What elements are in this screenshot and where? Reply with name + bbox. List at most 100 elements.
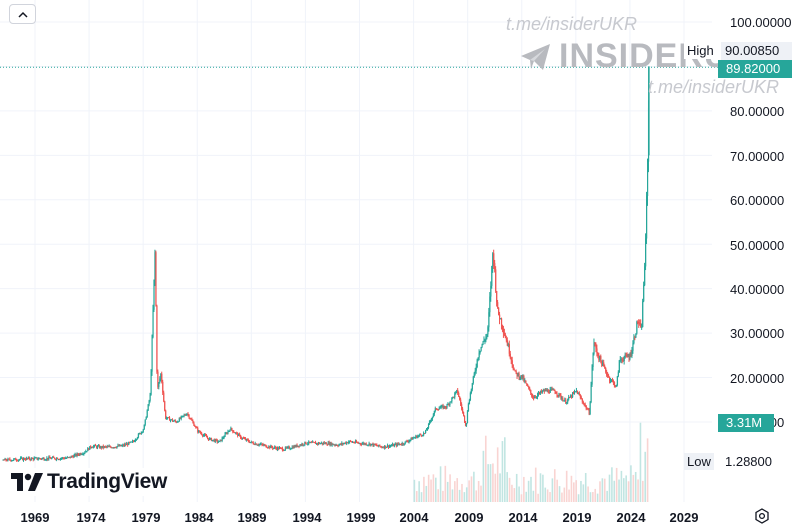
volume-bar	[630, 465, 632, 502]
candle-body	[91, 447, 93, 449]
candle-body	[553, 389, 555, 391]
candle-body	[80, 453, 82, 455]
candle-body	[347, 442, 349, 444]
candle-body	[451, 397, 453, 402]
candle-body	[545, 389, 547, 392]
candle-body	[388, 445, 390, 448]
candle-body	[495, 269, 497, 291]
candle-body	[259, 444, 261, 446]
candle-body	[306, 443, 308, 445]
volume-bar	[454, 481, 456, 502]
candle-body	[368, 443, 370, 445]
candle-body	[610, 380, 612, 382]
volume-bar	[530, 476, 532, 502]
volume-bar	[518, 486, 520, 502]
candle-body	[132, 441, 134, 443]
candle-body	[30, 458, 32, 460]
candle-body	[349, 440, 351, 442]
candle-body	[258, 444, 260, 446]
volume-bar	[558, 486, 561, 502]
candle-body	[69, 456, 71, 458]
candle-body	[418, 435, 420, 437]
candle-body	[440, 406, 442, 408]
candle-body	[64, 458, 67, 460]
candle-body	[202, 434, 204, 436]
candle-body	[537, 394, 539, 397]
candle-body	[646, 196, 648, 239]
candle-body	[541, 391, 544, 393]
candle-body	[593, 342, 595, 354]
candle-body	[92, 447, 94, 449]
gear-icon[interactable]	[754, 508, 770, 524]
candle-body	[70, 456, 72, 458]
candle-body	[448, 403, 450, 405]
candle-body	[49, 456, 51, 459]
candle-body	[52, 456, 54, 458]
candle-body	[100, 446, 103, 448]
candle-body	[434, 408, 436, 411]
volume-bar	[646, 438, 649, 502]
candle-body	[535, 397, 537, 399]
candle-body	[446, 404, 448, 408]
candle-body	[311, 442, 313, 444]
tradingview-logo-icon	[11, 473, 43, 491]
candle-body	[390, 445, 392, 447]
candle-body	[472, 376, 474, 384]
candle-body	[276, 448, 278, 450]
candle-body	[51, 457, 53, 459]
candle-body	[582, 401, 584, 404]
volume-bar	[508, 477, 511, 502]
volume-bar	[468, 480, 470, 502]
volume-bar	[589, 492, 592, 502]
candle-body	[71, 456, 73, 458]
candle-body	[628, 356, 630, 359]
candle-body	[566, 402, 568, 404]
candle-body	[613, 382, 616, 387]
candle-body	[361, 443, 363, 445]
candle-body	[269, 446, 271, 448]
candle-body	[205, 434, 207, 436]
candle-body	[118, 445, 120, 447]
candle-body	[128, 442, 130, 446]
candle-body	[175, 421, 178, 423]
candle-body	[48, 456, 50, 460]
volume-bar	[451, 489, 454, 502]
candle-body	[242, 437, 244, 439]
candle-body	[363, 442, 365, 445]
collapse-button[interactable]	[9, 4, 36, 24]
candle-body	[188, 414, 190, 418]
candle-body	[46, 457, 48, 460]
candle-body	[488, 312, 490, 328]
candle-body	[605, 367, 607, 372]
candle-body	[250, 441, 252, 443]
volume-bar	[473, 471, 475, 502]
candle-body	[115, 447, 117, 449]
candle-body	[526, 383, 528, 386]
candle-body	[16, 460, 18, 462]
candle-body	[551, 388, 553, 390]
candle-body	[629, 353, 631, 359]
high-value: 90.00850	[721, 42, 792, 60]
candle-body	[139, 433, 142, 435]
candle-body	[166, 418, 168, 420]
candle-body	[109, 446, 111, 448]
tradingview-logo[interactable]: TradingView	[11, 468, 172, 496]
candle-body	[211, 439, 214, 441]
candle-body	[414, 437, 416, 439]
volume-bar	[504, 437, 506, 502]
candle-body	[11, 460, 13, 462]
candle-body	[21, 457, 23, 459]
candle-body	[305, 441, 307, 444]
candle-body	[452, 396, 454, 398]
candle-body	[196, 426, 198, 429]
candle-body	[222, 437, 224, 439]
volume-bar	[573, 482, 575, 502]
candle-body	[587, 409, 589, 411]
candle-body	[515, 370, 517, 373]
candle-body	[442, 405, 444, 409]
candle-body	[186, 413, 188, 415]
candle-body	[409, 439, 411, 441]
candle-body	[521, 375, 523, 379]
